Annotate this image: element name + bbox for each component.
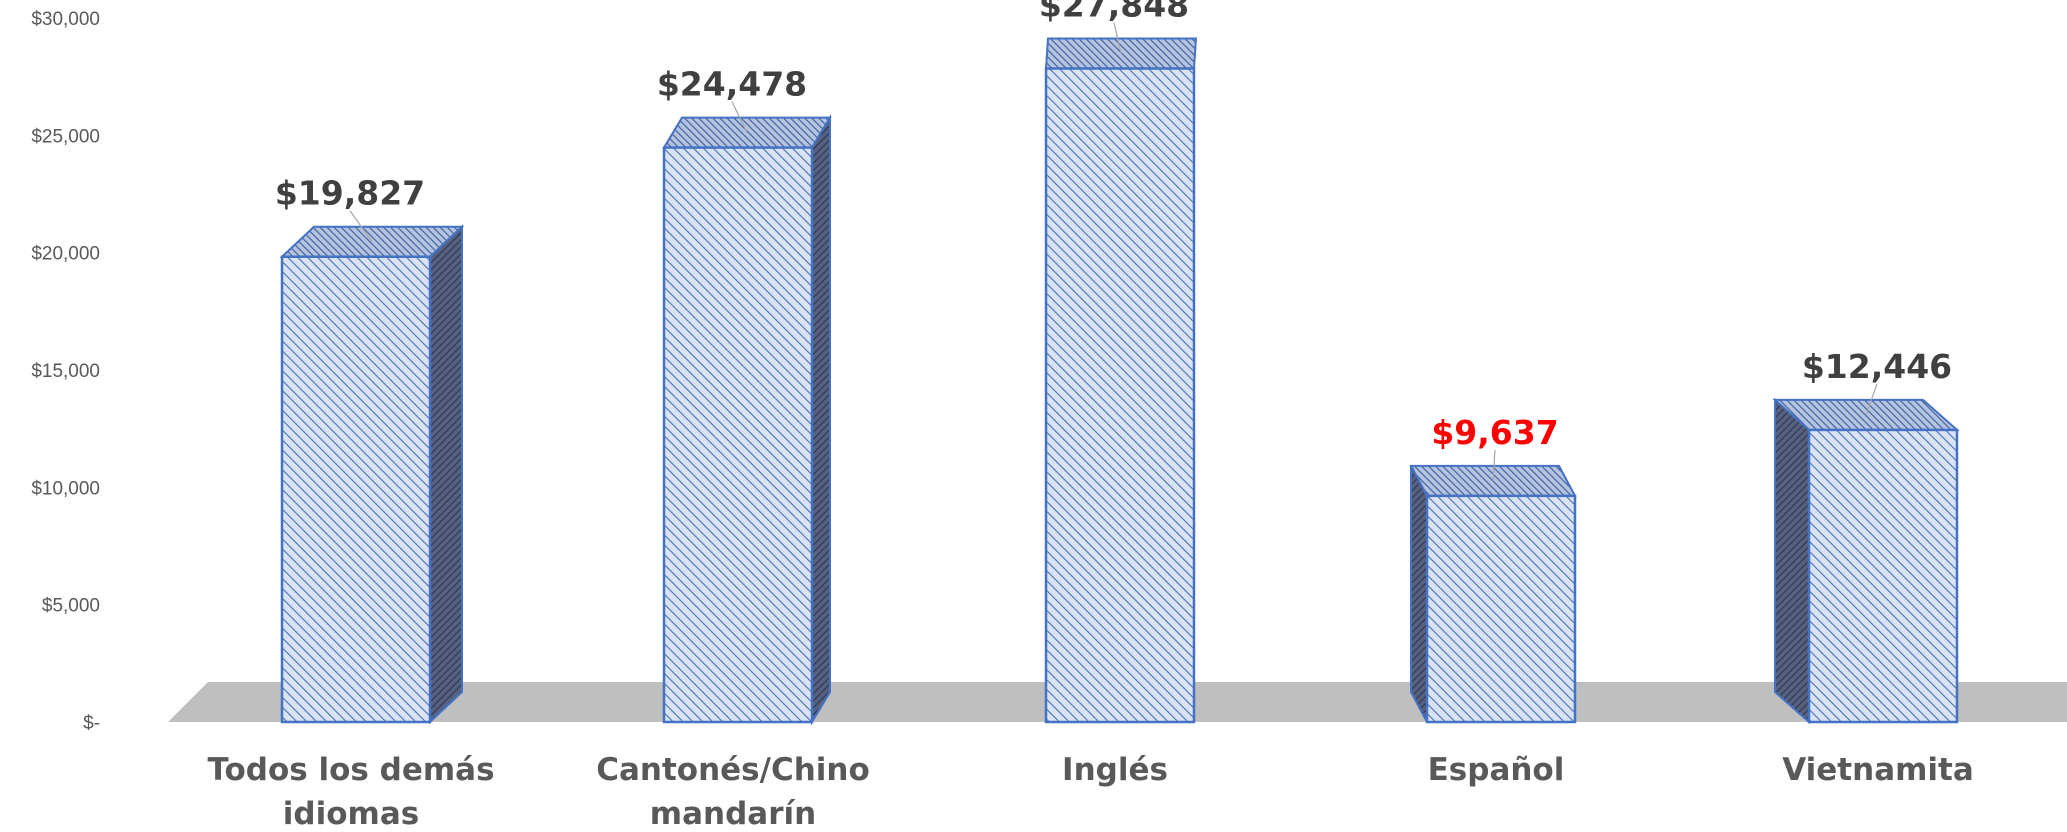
bar	[279, 224, 465, 725]
y-tick-label: $5,000	[42, 596, 100, 617]
data-label: $19,827	[275, 174, 425, 213]
data-label-leader	[349, 210, 373, 243]
y-tick-label: $-	[83, 713, 100, 734]
y-tick-label: $10,000	[31, 478, 100, 499]
data-label: $24,478	[657, 65, 807, 104]
y-tick-label: $30,000	[31, 9, 100, 30]
x-axis: Todos los demás idiomas Cantonés/Chino mand…	[207, 752, 1973, 832]
data-label-leader	[1865, 383, 1878, 416]
bar	[1409, 464, 1577, 724]
bar-front-face	[1807, 428, 1959, 724]
y-tick-label: $15,000	[31, 361, 100, 382]
bar-side-face	[811, 113, 831, 726]
x-tick-label: Inglés	[1062, 752, 1168, 788]
bar-front-face	[1044, 67, 1196, 724]
bar	[1044, 37, 1198, 724]
data-label-leader	[731, 101, 748, 133]
data-labels: $19,827 $24,478 $27,848 $9,637 $12,446	[275, 0, 1952, 481]
bar-front-face	[280, 255, 432, 724]
y-axis: $- $5,000 $10,000 $15,000 $20,000 $25,000 $30,…	[31, 9, 100, 734]
y-tick-label: $20,000	[31, 244, 100, 265]
bar	[662, 113, 832, 726]
data-label: $9,637	[1431, 413, 1558, 452]
x-tick-label: Todos los demás	[207, 752, 494, 788]
bar-front-face	[1425, 494, 1577, 724]
bar-front-face	[662, 146, 814, 724]
bar-side-face	[1774, 397, 1810, 725]
data-label: $27,848	[1039, 0, 1189, 25]
x-tick-label: idiomas	[283, 796, 419, 832]
bar-side-face	[429, 224, 463, 725]
x-tick-label: mandarín	[650, 796, 816, 832]
data-label-leader	[1492, 449, 1496, 481]
x-tick-label: Cantonés/Chino	[596, 752, 870, 788]
data-label: $12,446	[1802, 347, 1952, 386]
data-label-leader	[1113, 22, 1122, 54]
y-tick-label: $25,000	[31, 126, 100, 147]
x-tick-label: Vietnamita	[1782, 752, 1974, 788]
x-tick-label: Español	[1428, 752, 1565, 788]
bar	[1772, 397, 1960, 725]
bar-side-face	[1410, 465, 1428, 723]
bars	[279, 37, 1960, 726]
